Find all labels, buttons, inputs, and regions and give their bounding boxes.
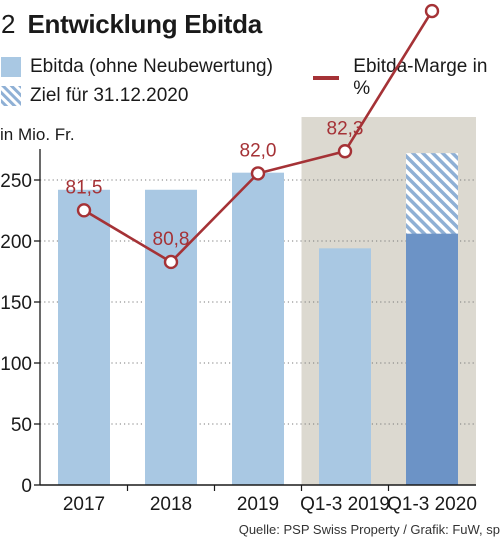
chart-title: Entwicklung Ebitda xyxy=(27,8,262,39)
legend-line-label: Ebitda-Marge in % xyxy=(353,56,488,99)
legend-target-label: Ziel für 31.12.2020 xyxy=(30,85,189,106)
margin-point xyxy=(337,144,353,159)
x-tick-label: 2017 xyxy=(63,494,105,515)
y-tick-label: 150 xyxy=(0,293,32,314)
legend-bar-label: Ebitda (ohne Neubewertung) xyxy=(30,56,273,77)
margin-point xyxy=(250,166,266,181)
data-label: 82,3 xyxy=(327,118,364,139)
y-tick-label: 100 xyxy=(0,354,32,375)
x-tick-label: Q1-3 2019 xyxy=(300,494,390,515)
y-tick-label: 200 xyxy=(0,232,32,253)
bar xyxy=(58,189,110,485)
legend-bar-swatch xyxy=(1,57,21,77)
margin-point xyxy=(76,203,92,218)
margin-point xyxy=(163,254,179,270)
data-label: 81,5 xyxy=(66,177,103,198)
chart-header: 2 Entwicklung Ebitda xyxy=(0,4,262,44)
x-tick-label: 2019 xyxy=(237,494,279,515)
legend-line-swatch xyxy=(313,76,340,80)
legend-item-line: Ebitda-Marge in % xyxy=(313,56,500,100)
data-label: 80,8 xyxy=(153,229,190,250)
bar xyxy=(406,233,458,485)
y-tick-label: 50 xyxy=(11,415,32,436)
margin-point xyxy=(424,3,440,19)
x-tick-label: 2018 xyxy=(150,494,192,515)
legend-item-bar: Ebitda (ohne Neubewertung) xyxy=(1,56,273,78)
x-tick-label: Q1-3 2020 xyxy=(387,494,477,515)
bar xyxy=(232,172,284,485)
legend-item-target: Ziel für 31.12.2020 xyxy=(1,85,188,107)
y-tick-label: 250 xyxy=(0,171,32,192)
chart-number: 2 xyxy=(1,8,16,39)
source-note: Quelle: PSP Swiss Property / Grafik: FuW… xyxy=(238,522,500,537)
y-axis-unit: in Mio. Fr. xyxy=(0,125,75,144)
legend-target-swatch xyxy=(1,86,21,106)
data-label: 82,0 xyxy=(240,140,277,161)
bar xyxy=(145,189,197,485)
y-tick-label: 0 xyxy=(21,476,32,497)
bar xyxy=(319,248,371,485)
